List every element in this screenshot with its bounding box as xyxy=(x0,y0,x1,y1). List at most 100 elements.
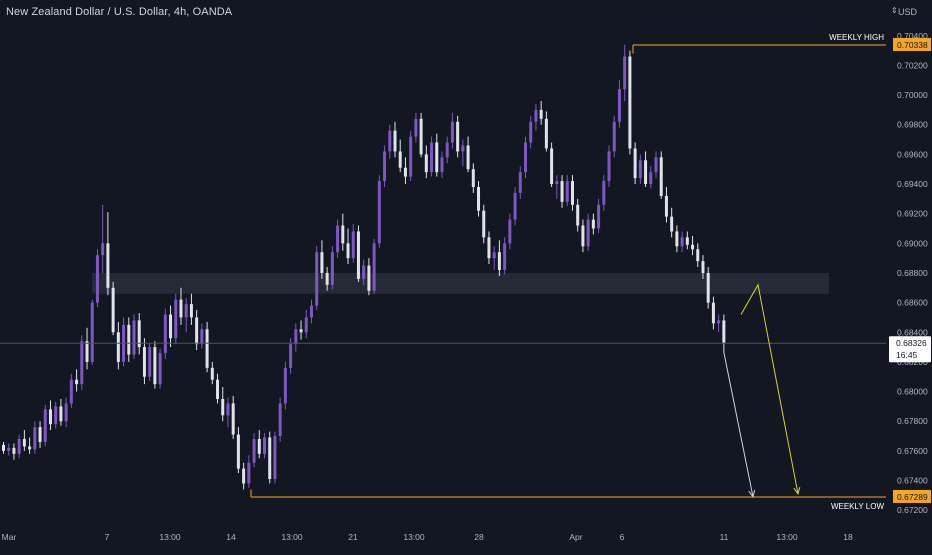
candle xyxy=(508,213,512,250)
candle-body xyxy=(75,379,79,385)
price-axis[interactable]: 0.672000.674000.676000.678000.680000.682… xyxy=(886,0,932,550)
candle xyxy=(612,115,616,158)
candle xyxy=(309,299,313,324)
weekly-high-price-tag xyxy=(893,37,931,51)
candle xyxy=(576,198,580,232)
candle xyxy=(560,175,564,208)
candle-body xyxy=(95,255,99,303)
candle-body xyxy=(685,237,689,245)
candle xyxy=(550,142,554,187)
candle xyxy=(398,139,402,173)
candle-body xyxy=(351,231,355,259)
candle xyxy=(28,437,32,454)
candle-body xyxy=(649,172,653,185)
candle xyxy=(294,323,298,352)
candle-body xyxy=(477,186,481,211)
candle-body xyxy=(304,317,308,333)
candle xyxy=(127,317,131,362)
candle-body xyxy=(80,341,84,385)
candle xyxy=(492,246,496,270)
price-tick-label: 0.69600 xyxy=(897,149,928,159)
candle-body xyxy=(116,332,120,362)
candle-body xyxy=(336,225,340,253)
candle xyxy=(581,219,585,253)
candle-body xyxy=(430,142,434,173)
last-price-tag-text: 0.68326 xyxy=(896,338,927,348)
candle xyxy=(513,186,517,226)
price-tick-label: 0.67200 xyxy=(897,505,928,515)
time-tick-label: Mar xyxy=(2,532,17,542)
currency-label[interactable]: USD xyxy=(898,7,918,17)
candle xyxy=(440,151,444,179)
candle-body xyxy=(617,89,621,122)
candle xyxy=(226,397,230,428)
candle-body xyxy=(461,145,465,152)
candle xyxy=(466,136,470,173)
candle xyxy=(544,111,548,152)
caret-up-down-icon[interactable]: ⇕ xyxy=(891,6,898,15)
candle xyxy=(153,341,157,389)
candle xyxy=(445,136,449,164)
candle-body xyxy=(341,225,345,244)
candle-body xyxy=(195,317,199,345)
candle-body xyxy=(184,304,188,318)
candle-body xyxy=(294,329,298,345)
candle-body xyxy=(362,265,366,279)
candle-body xyxy=(388,130,392,152)
time-tick-label: 7 xyxy=(105,532,110,542)
candle-body xyxy=(597,204,601,229)
candle xyxy=(555,175,559,199)
candles-layer xyxy=(2,44,726,490)
candle xyxy=(409,130,413,182)
price-tick-label: 0.67800 xyxy=(897,416,928,426)
candle xyxy=(242,462,246,490)
symbol-title[interactable]: New Zealand Dollar / U.S. Dollar, 4h, OA… xyxy=(6,6,233,18)
time-axis[interactable]: Mar 7 13:00 14 13:00 21 13:00 28 Apr 6 11 13:00 18 xyxy=(0,526,886,550)
candle-body xyxy=(367,265,371,291)
yellow-arrow-path xyxy=(740,283,799,494)
candle-body xyxy=(414,118,418,137)
candle-body xyxy=(163,314,167,354)
candle xyxy=(711,296,715,330)
candle xyxy=(12,443,16,460)
candle-body xyxy=(508,219,512,244)
price-tick-label: 0.70000 xyxy=(897,90,928,100)
price-tick-label: 0.70400 xyxy=(897,31,928,41)
candle-body xyxy=(200,329,204,345)
candle-body xyxy=(205,329,209,368)
candle-body xyxy=(398,151,402,168)
levels-layer: WEEKLY HIGH WEEKLY LOW xyxy=(0,33,886,511)
candle xyxy=(607,145,611,187)
candle xyxy=(341,213,345,251)
candle xyxy=(430,136,434,177)
candle-body xyxy=(717,320,721,324)
candle-body xyxy=(189,304,193,318)
candle xyxy=(534,103,538,131)
candle xyxy=(346,228,350,265)
candle xyxy=(111,281,115,336)
candle-body xyxy=(456,121,460,152)
candle xyxy=(116,321,120,370)
candle-body xyxy=(466,145,470,170)
candle-body xyxy=(278,403,282,437)
candle xyxy=(221,387,225,422)
candle xyxy=(283,361,287,410)
candle xyxy=(691,235,695,256)
candle-body xyxy=(273,436,277,480)
candle xyxy=(2,441,5,454)
candle xyxy=(675,225,679,253)
time-tick-label: 13:00 xyxy=(403,532,425,542)
price-axis-background xyxy=(886,0,932,550)
candle-body xyxy=(638,160,642,179)
candle-body xyxy=(471,169,475,187)
countdown-tag-text: 16:45 xyxy=(896,350,918,360)
candle xyxy=(257,430,261,459)
price-tick-label: 0.68600 xyxy=(897,298,928,308)
candle-body xyxy=(696,249,700,262)
candle xyxy=(330,246,334,290)
candle xyxy=(315,246,319,311)
time-tick-label: 11 xyxy=(720,532,729,542)
candle xyxy=(43,404,47,447)
